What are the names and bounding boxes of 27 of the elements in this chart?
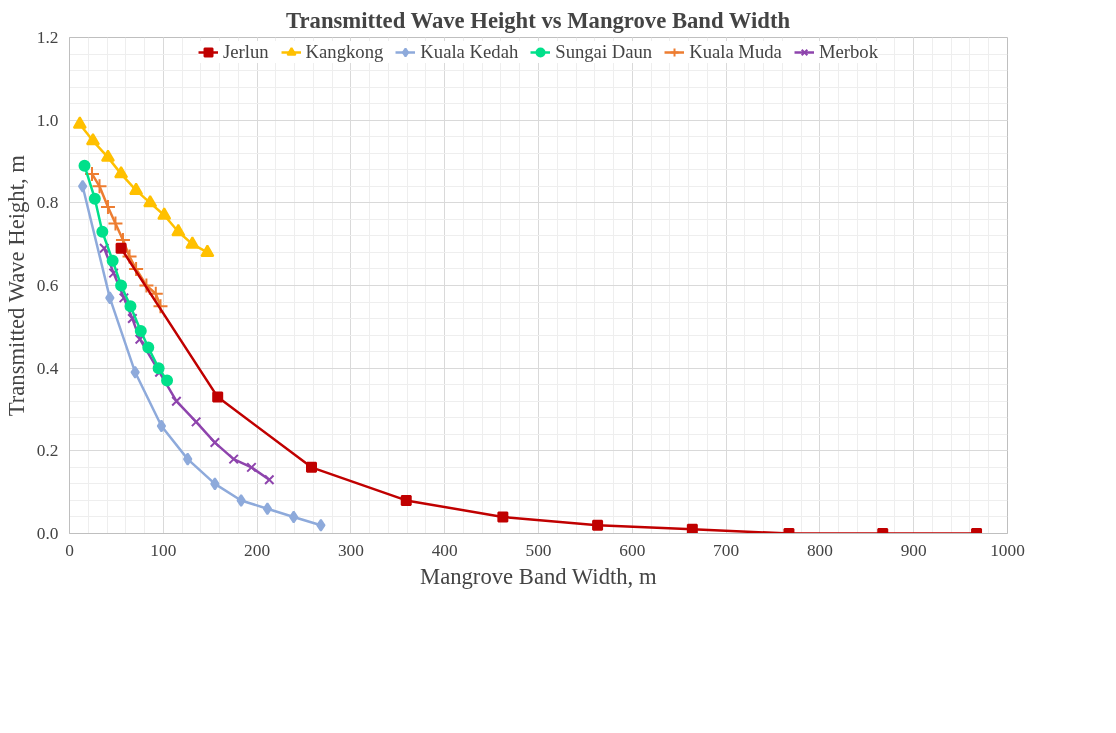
legend-label: Sungai Daun: [555, 41, 653, 63]
y-axis-title: Transmitted Wave Height, m: [3, 154, 29, 417]
y-tick-label: 1.0: [36, 110, 59, 130]
x-tick-label: 0: [65, 540, 74, 560]
x-tick-label: 600: [619, 540, 646, 560]
x-tick-label: 100: [150, 540, 177, 560]
legend-label: Kuala Muda: [689, 41, 782, 63]
x-tick-label: 700: [713, 540, 740, 560]
x-axis-title: Mangrove Band Width, m: [420, 563, 657, 589]
y-tick-label: 0.2: [36, 441, 59, 461]
y-tick-label: 0.8: [36, 193, 59, 213]
x-tick-label: 900: [900, 540, 927, 560]
x-tick-label: 300: [337, 540, 364, 560]
chart-title: Transmitted Wave Height vs Mangrove Band Width: [286, 7, 791, 33]
y-tick-label: 1.2: [36, 28, 59, 47]
y-tick-label: 0.0: [36, 524, 59, 543]
legend-label: Kangkong: [305, 41, 384, 63]
x-tick-label: 200: [244, 540, 271, 560]
legend-label: Kuala Kedah: [420, 41, 519, 63]
legend-label: Jerlun: [223, 41, 269, 63]
legend-label: Merbok: [818, 41, 878, 63]
x-tick-label: 1000: [990, 540, 1025, 560]
x-tick-label: 400: [431, 540, 458, 560]
x-tick-label: 800: [806, 540, 833, 560]
x-tick-label: 500: [525, 540, 552, 560]
y-tick-label: 0.6: [36, 276, 59, 295]
y-tick-label: 0.4: [36, 358, 59, 378]
